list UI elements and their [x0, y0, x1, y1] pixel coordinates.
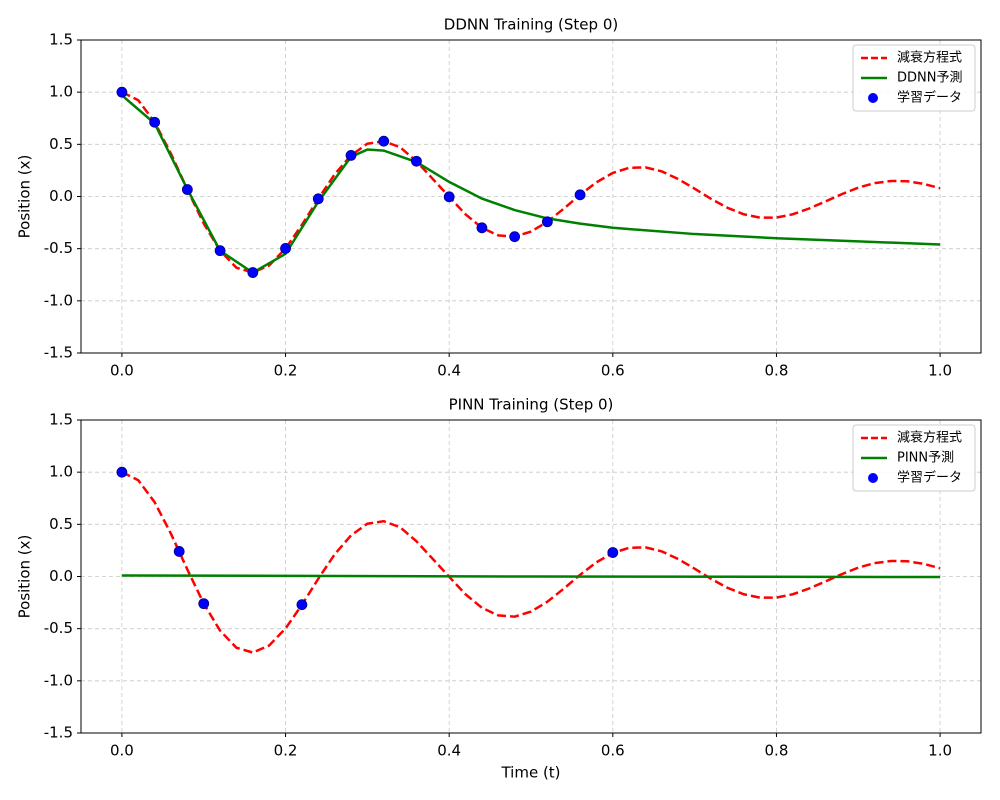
data-line — [121, 574, 941, 579]
data-point — [541, 216, 553, 228]
legend-label: DDNN予測 — [897, 71, 962, 86]
y-tick-label: 0.0 — [49, 567, 73, 585]
chart-title: PINN Training (Step 0) — [449, 396, 614, 414]
y-tick-label: 0.5 — [49, 135, 73, 153]
y-tick-label: -0.5 — [44, 619, 73, 637]
data-point — [509, 231, 521, 243]
y-tick-label: -1.5 — [44, 724, 73, 742]
chart-title: DDNN Training (Step 0) — [444, 16, 618, 34]
data-point — [280, 243, 291, 254]
y-tick-label: -1.0 — [44, 671, 73, 689]
x-tick-label: 0.2 — [274, 742, 298, 760]
y-tick-label: 1.0 — [49, 83, 73, 101]
y-tick-label: -1.5 — [44, 344, 73, 362]
data-point — [116, 86, 128, 98]
data-point — [411, 155, 422, 167]
data-point — [345, 149, 357, 161]
data-line — [121, 471, 941, 654]
data-point — [574, 189, 586, 201]
data-point — [173, 546, 185, 557]
x-tick-label: 0.6 — [601, 742, 625, 760]
data-point — [296, 599, 308, 611]
data-point — [214, 245, 226, 257]
legend-label: 学習データ — [897, 90, 962, 106]
x-tick-label: 0.8 — [765, 742, 789, 760]
x-tick-label: 0.6 — [601, 362, 625, 380]
x-tick-label: 0.0 — [110, 742, 134, 760]
legend-label: 学習データ — [897, 470, 962, 486]
data-point — [476, 222, 488, 234]
data-point — [607, 547, 619, 558]
x-tick-label: 0.4 — [437, 742, 461, 760]
y-tick-label: 1.5 — [49, 31, 73, 49]
y-tick-label: 1.0 — [49, 463, 73, 481]
data-point — [378, 135, 390, 147]
data-point — [181, 184, 193, 195]
legend-label: 減衰方程式 — [897, 50, 962, 66]
legend-box — [852, 424, 976, 492]
data-point — [116, 466, 128, 478]
legend-box — [852, 44, 976, 112]
plot-frame — [80, 419, 982, 734]
subplot: PINN Training (Step 0) Position (x) Time (… — [16, 396, 982, 782]
legend-marker — [868, 93, 878, 103]
subplot: DDNN Training (Step 0) Position (x) -1.5 -1… — [16, 16, 982, 380]
legend-label: 減衰方程式 — [897, 430, 962, 446]
data-point — [443, 191, 455, 203]
data-line — [121, 91, 941, 274]
y-tick-label: 1.5 — [49, 411, 73, 429]
legend-label: PINN予測 — [897, 451, 954, 466]
data-point — [312, 193, 324, 205]
y-axis-label: Position (x) — [16, 155, 34, 239]
x-tick-label: 0.4 — [437, 362, 461, 380]
y-tick-label: 0.5 — [49, 515, 73, 533]
data-line — [121, 94, 941, 275]
y-tick-label: -0.5 — [44, 239, 73, 257]
x-tick-label: 0.8 — [765, 362, 789, 380]
y-axis-label: Position (x) — [16, 535, 34, 619]
x-axis-label: Time (t) — [500, 764, 560, 782]
data-point — [247, 267, 259, 278]
x-tick-label: 0.0 — [110, 362, 134, 380]
data-point — [198, 598, 210, 610]
legend-marker — [868, 473, 878, 483]
x-tick-label: 0.2 — [274, 362, 298, 380]
y-tick-label: 0.0 — [49, 187, 73, 205]
data-point — [149, 116, 161, 128]
x-tick-label: 1.0 — [928, 362, 952, 380]
plot-frame — [80, 39, 982, 354]
x-tick-label: 1.0 — [928, 742, 952, 760]
y-tick-label: -1.0 — [44, 291, 73, 309]
